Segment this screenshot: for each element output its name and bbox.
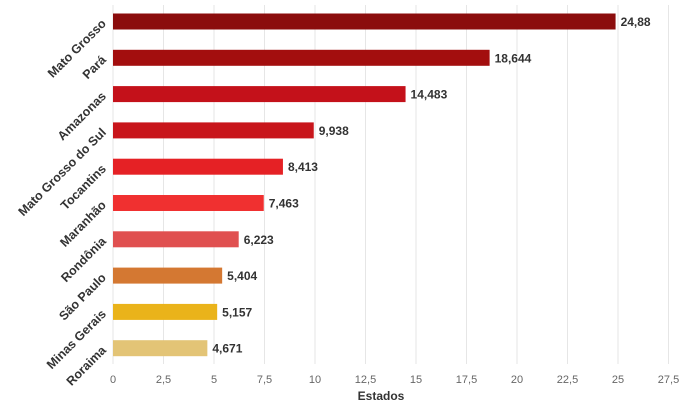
- x-tick-label: 25: [612, 374, 624, 386]
- data-label: 8,413: [288, 160, 318, 174]
- data-label: 5,404: [227, 269, 257, 283]
- category-label: Pará: [80, 53, 109, 82]
- bar: [113, 231, 239, 248]
- bar: [113, 340, 208, 357]
- x-tick-label: 20: [511, 374, 523, 386]
- x-tick-label: 10: [309, 374, 321, 386]
- bar: [113, 267, 223, 284]
- x-tick-label: 7,5: [257, 374, 272, 386]
- bar: [113, 158, 283, 175]
- x-tick-label: 17,5: [456, 374, 477, 386]
- x-tick-label: 2,5: [156, 374, 171, 386]
- data-label: 18,644: [495, 51, 532, 65]
- x-tick-label: 5: [211, 374, 217, 386]
- bars: [113, 13, 616, 357]
- bar: [113, 49, 490, 66]
- bar: [113, 86, 406, 103]
- data-label: 14,483: [411, 88, 448, 102]
- x-axis-title: Estados: [358, 389, 405, 403]
- data-label: 9,938: [319, 124, 349, 138]
- x-tick-label: 22,5: [557, 374, 578, 386]
- data-label: 4,671: [212, 342, 242, 356]
- bar: [113, 195, 264, 211]
- data-label: 6,223: [244, 233, 274, 247]
- x-tick-label: 27,5: [658, 374, 679, 386]
- data-label: 7,463: [269, 197, 299, 211]
- data-label: 5,157: [222, 305, 252, 319]
- data-labels: 24,88 18,644 14,483 9,938 8,413 7,463 6,223 5,4…: [212, 15, 651, 356]
- x-tick-label: 12,5: [355, 374, 376, 386]
- data-label: 24,88: [621, 15, 651, 29]
- x-axis-ticks: 0 2,5 5 7,5 10 12,5 15 17,5 20 22,5 25 27,5: [110, 374, 679, 386]
- bar: [113, 13, 616, 30]
- bar: [113, 303, 218, 320]
- bar: [113, 122, 314, 139]
- x-tick-label: 0: [110, 374, 116, 386]
- x-tick-label: 15: [410, 374, 422, 386]
